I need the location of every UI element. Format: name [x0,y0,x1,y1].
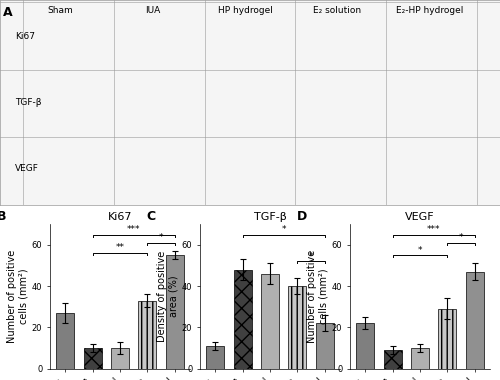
Text: **: ** [116,244,124,252]
Bar [206,346,224,369]
Text: IUA: IUA [145,6,160,15]
Text: D: D [297,210,307,223]
Text: *: * [159,233,164,242]
Text: Sham: Sham [47,6,73,15]
Bar [56,313,74,369]
Bar [166,255,184,369]
Text: C: C [147,210,156,223]
Text: ***: *** [127,225,140,234]
Text: E₂ solution: E₂ solution [314,6,362,15]
Bar [111,348,129,369]
Text: E₂-HP hydrogel: E₂-HP hydrogel [396,6,464,15]
Title: TGF-β: TGF-β [254,212,286,222]
Text: *: * [459,233,464,242]
Bar [84,348,102,369]
Text: ***: *** [427,225,440,234]
Bar [316,323,334,369]
Y-axis label: Density of positive
area (%): Density of positive area (%) [158,251,179,342]
Title: VEGF: VEGF [405,212,435,222]
Y-axis label: Number of positive
cells (mm²): Number of positive cells (mm²) [308,250,329,343]
Text: *: * [309,252,314,261]
Text: B: B [0,210,6,223]
Text: *: * [418,245,422,255]
Title: Ki67: Ki67 [108,212,132,222]
Text: A: A [2,6,12,19]
Text: TGF-β: TGF-β [15,98,42,107]
Bar [384,350,402,369]
Text: Ki67: Ki67 [15,32,35,41]
Bar [288,286,306,369]
Text: VEGF: VEGF [15,164,39,173]
Bar [438,309,456,369]
Bar [411,348,429,369]
Bar [356,323,374,369]
Bar [234,269,252,369]
Y-axis label: Number of positive
cells (mm²): Number of positive cells (mm²) [8,250,29,343]
Text: *: * [282,225,286,234]
Text: HP hydrogel: HP hydrogel [218,6,272,15]
Bar [466,272,483,369]
Bar [138,301,156,369]
Bar [261,274,279,369]
